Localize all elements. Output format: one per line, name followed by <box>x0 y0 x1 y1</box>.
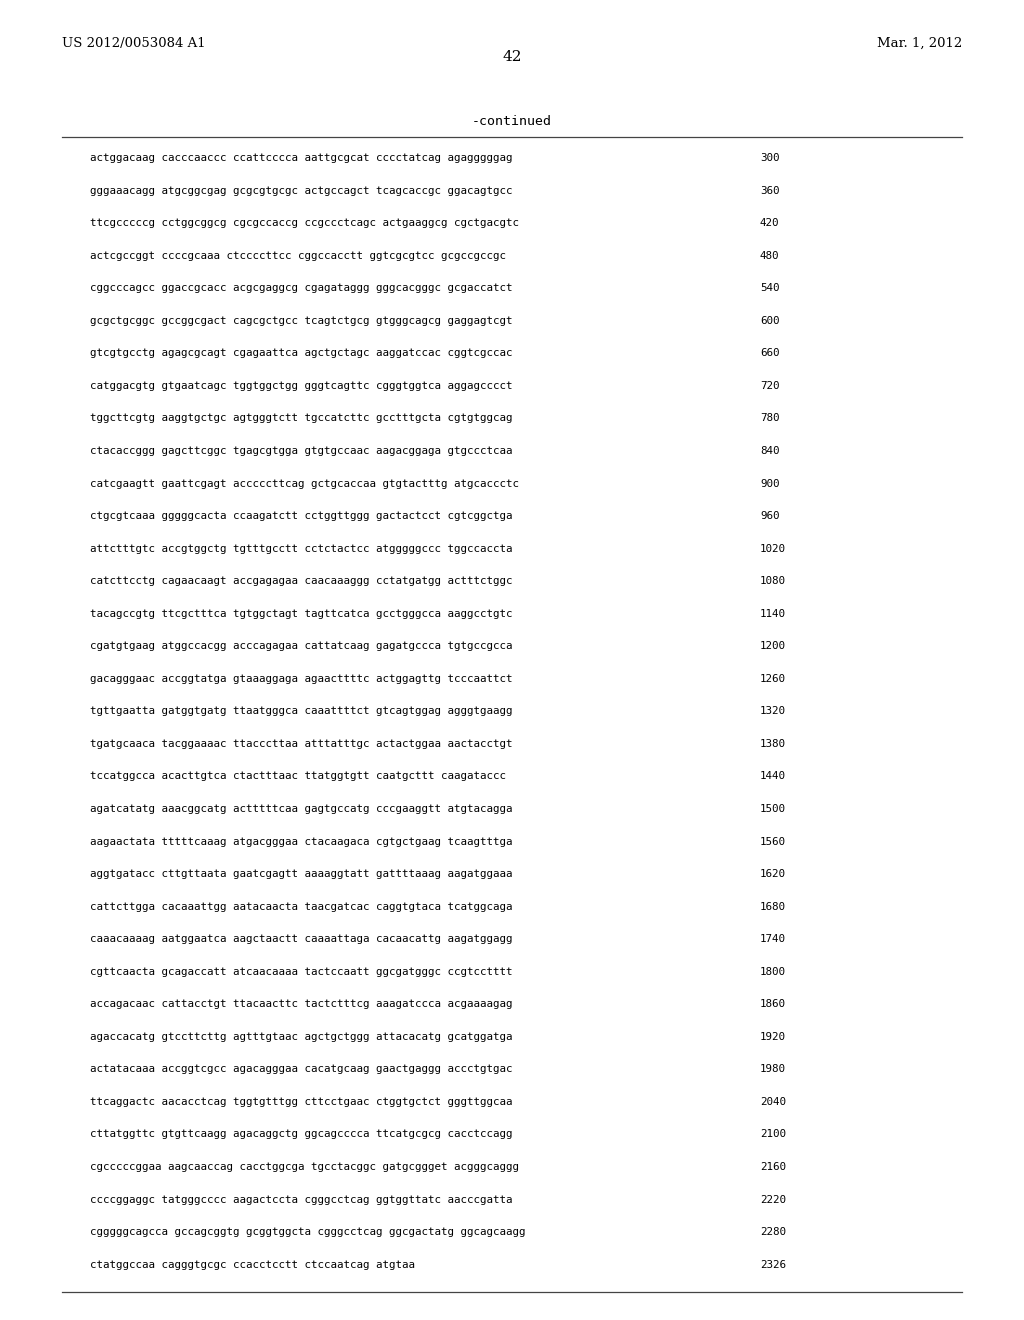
Text: 1020: 1020 <box>760 544 786 553</box>
Text: 2160: 2160 <box>760 1162 786 1172</box>
Text: tgatgcaaca tacggaaaac ttacccttaa atttatttgc actactggaa aactacctgt: tgatgcaaca tacggaaaac ttacccttaa atttatt… <box>90 739 512 748</box>
Text: cattcttgga cacaaattgg aatacaacta taacgatcac caggtgtaca tcatggcaga: cattcttgga cacaaattgg aatacaacta taacgat… <box>90 902 512 912</box>
Text: 1620: 1620 <box>760 869 786 879</box>
Text: Mar. 1, 2012: Mar. 1, 2012 <box>877 37 962 50</box>
Text: 1860: 1860 <box>760 999 786 1010</box>
Text: 360: 360 <box>760 186 779 195</box>
Text: cgggggcagcca gccagcggtg gcggtggcta cgggcctcag ggcgactatg ggcagcaagg: cgggggcagcca gccagcggtg gcggtggcta cgggc… <box>90 1228 525 1237</box>
Text: 1560: 1560 <box>760 837 786 846</box>
Text: 660: 660 <box>760 348 779 359</box>
Text: tgttgaatta gatggtgatg ttaatgggca caaattttct gtcagtggag agggtgaagg: tgttgaatta gatggtgatg ttaatgggca caaattt… <box>90 706 512 717</box>
Text: 1800: 1800 <box>760 966 786 977</box>
Text: caaacaaaag aatggaatca aagctaactt caaaattaga cacaacattg aagatggagg: caaacaaaag aatggaatca aagctaactt caaaatt… <box>90 935 512 944</box>
Text: 1200: 1200 <box>760 642 786 651</box>
Text: 480: 480 <box>760 251 779 261</box>
Text: attctttgtc accgtggctg tgtttgcctt cctctactcc atgggggccc tggccaccta: attctttgtc accgtggctg tgtttgcctt cctctac… <box>90 544 512 553</box>
Text: tggcttcgtg aaggtgctgc agtgggtctt tgccatcttc gcctttgcta cgtgtggcag: tggcttcgtg aaggtgctgc agtgggtctt tgccatc… <box>90 413 512 424</box>
Text: catcgaagtt gaattcgagt acccccttcag gctgcaccaa gtgtactttg atgcaccctc: catcgaagtt gaattcgagt acccccttcag gctgca… <box>90 479 519 488</box>
Text: 1920: 1920 <box>760 1032 786 1041</box>
Text: 1320: 1320 <box>760 706 786 717</box>
Text: ttcgcccccg cctggcggcg cgcgccaccg ccgccctcagc actgaaggcg cgctgacgtc: ttcgcccccg cctggcggcg cgcgccaccg ccgccct… <box>90 218 519 228</box>
Text: 420: 420 <box>760 218 779 228</box>
Text: 780: 780 <box>760 413 779 424</box>
Text: 1500: 1500 <box>760 804 786 814</box>
Text: -continued: -continued <box>472 115 552 128</box>
Text: tacagccgtg ttcgctttca tgtggctagt tagttcatca gcctgggcca aaggcctgtc: tacagccgtg ttcgctttca tgtggctagt tagttca… <box>90 609 512 619</box>
Text: 300: 300 <box>760 153 779 164</box>
Text: 1680: 1680 <box>760 902 786 912</box>
Text: 1080: 1080 <box>760 577 786 586</box>
Text: gtcgtgcctg agagcgcagt cgagaattca agctgctagc aaggatccac cggtcgccac: gtcgtgcctg agagcgcagt cgagaattca agctgct… <box>90 348 512 359</box>
Text: ctatggccaa cagggtgcgc ccacctcctt ctccaatcag atgtaa: ctatggccaa cagggtgcgc ccacctcctt ctccaat… <box>90 1259 415 1270</box>
Text: 1740: 1740 <box>760 935 786 944</box>
Text: 720: 720 <box>760 381 779 391</box>
Text: 840: 840 <box>760 446 779 455</box>
Text: accagacaac cattacctgt ttacaacttc tactctttcg aaagatccca acgaaaagag: accagacaac cattacctgt ttacaacttc tactctt… <box>90 999 512 1010</box>
Text: 1980: 1980 <box>760 1064 786 1074</box>
Text: gacagggaac accggtatga gtaaaggaga agaacttttc actggagttg tcccaattct: gacagggaac accggtatga gtaaaggaga agaactt… <box>90 673 512 684</box>
Text: 2326: 2326 <box>760 1259 786 1270</box>
Text: cggcccagcc ggaccgcacc acgcgaggcg cgagataggg gggcacgggc gcgaccatct: cggcccagcc ggaccgcacc acgcgaggcg cgagata… <box>90 284 512 293</box>
Text: 1440: 1440 <box>760 771 786 781</box>
Text: 1140: 1140 <box>760 609 786 619</box>
Text: 900: 900 <box>760 479 779 488</box>
Text: 600: 600 <box>760 315 779 326</box>
Text: ccccggaggc tatgggcccc aagactccta cgggcctcag ggtggttatc aacccgatta: ccccggaggc tatgggcccc aagactccta cgggcct… <box>90 1195 512 1205</box>
Text: agaccacatg gtccttcttg agtttgtaac agctgctggg attacacatg gcatggatga: agaccacatg gtccttcttg agtttgtaac agctgct… <box>90 1032 512 1041</box>
Text: gggaaacagg atgcggcgag gcgcgtgcgc actgccagct tcagcaccgc ggacagtgcc: gggaaacagg atgcggcgag gcgcgtgcgc actgcca… <box>90 186 512 195</box>
Text: 960: 960 <box>760 511 779 521</box>
Text: 2280: 2280 <box>760 1228 786 1237</box>
Text: catggacgtg gtgaatcagc tggtggctgg gggtcagttc cgggtggtca aggagcccct: catggacgtg gtgaatcagc tggtggctgg gggtcag… <box>90 381 512 391</box>
Text: 540: 540 <box>760 284 779 293</box>
Text: 42: 42 <box>502 50 522 63</box>
Text: 2100: 2100 <box>760 1130 786 1139</box>
Text: catcttcctg cagaacaagt accgagagaa caacaaaggg cctatgatgg actttctggc: catcttcctg cagaacaagt accgagagaa caacaaa… <box>90 577 512 586</box>
Text: ctacaccggg gagcttcggc tgagcgtgga gtgtgccaac aagacggaga gtgccctcaa: ctacaccggg gagcttcggc tgagcgtgga gtgtgcc… <box>90 446 512 455</box>
Text: cgttcaacta gcagaccatt atcaacaaaa tactccaatt ggcgatgggc ccgtcctttt: cgttcaacta gcagaccatt atcaacaaaa tactcca… <box>90 966 512 977</box>
Text: 2040: 2040 <box>760 1097 786 1107</box>
Text: ctgcgtcaaa gggggcacta ccaagatctt cctggttggg gactactcct cgtcggctga: ctgcgtcaaa gggggcacta ccaagatctt cctggtt… <box>90 511 512 521</box>
Text: ttcaggactc aacacctcag tggtgtttgg cttcctgaac ctggtgctct gggttggcaa: ttcaggactc aacacctcag tggtgtttgg cttcctg… <box>90 1097 512 1107</box>
Text: actggacaag cacccaaccc ccattcccca aattgcgcat cccctatcag agagggggag: actggacaag cacccaaccc ccattcccca aattgcg… <box>90 153 512 164</box>
Text: aggtgatacc cttgttaata gaatcgagtt aaaaggtatt gattttaaag aagatggaaa: aggtgatacc cttgttaata gaatcgagtt aaaaggt… <box>90 869 512 879</box>
Text: actcgccggt ccccgcaaa ctccccttcc cggccacctt ggtcgcgtcc gcgccgccgc: actcgccggt ccccgcaaa ctccccttcc cggccacc… <box>90 251 506 261</box>
Text: aagaactata tttttcaaag atgacgggaa ctacaagaca cgtgctgaag tcaagtttga: aagaactata tttttcaaag atgacgggaa ctacaag… <box>90 837 512 846</box>
Text: 1260: 1260 <box>760 673 786 684</box>
Text: tccatggcca acacttgtca ctactttaac ttatggtgtt caatgcttt caagataccc: tccatggcca acacttgtca ctactttaac ttatggt… <box>90 771 506 781</box>
Text: cgcccccggaa aagcaaccag cacctggcga tgcctacggc gatgcggget acgggcaggg: cgcccccggaa aagcaaccag cacctggcga tgccta… <box>90 1162 519 1172</box>
Text: 2220: 2220 <box>760 1195 786 1205</box>
Text: cgatgtgaag atggccacgg acccagagaa cattatcaag gagatgccca tgtgccgcca: cgatgtgaag atggccacgg acccagagaa cattatc… <box>90 642 512 651</box>
Text: gcgctgcggc gccggcgact cagcgctgcc tcagtctgcg gtgggcagcg gaggagtcgt: gcgctgcggc gccggcgact cagcgctgcc tcagtct… <box>90 315 512 326</box>
Text: 1380: 1380 <box>760 739 786 748</box>
Text: actatacaaa accggtcgcc agacagggaa cacatgcaag gaactgaggg accctgtgac: actatacaaa accggtcgcc agacagggaa cacatgc… <box>90 1064 512 1074</box>
Text: US 2012/0053084 A1: US 2012/0053084 A1 <box>62 37 206 50</box>
Text: agatcatatg aaacggcatg actttttcaa gagtgccatg cccgaaggtt atgtacagga: agatcatatg aaacggcatg actttttcaa gagtgcc… <box>90 804 512 814</box>
Text: cttatggttc gtgttcaagg agacaggctg ggcagcccca ttcatgcgcg cacctccagg: cttatggttc gtgttcaagg agacaggctg ggcagcc… <box>90 1130 512 1139</box>
